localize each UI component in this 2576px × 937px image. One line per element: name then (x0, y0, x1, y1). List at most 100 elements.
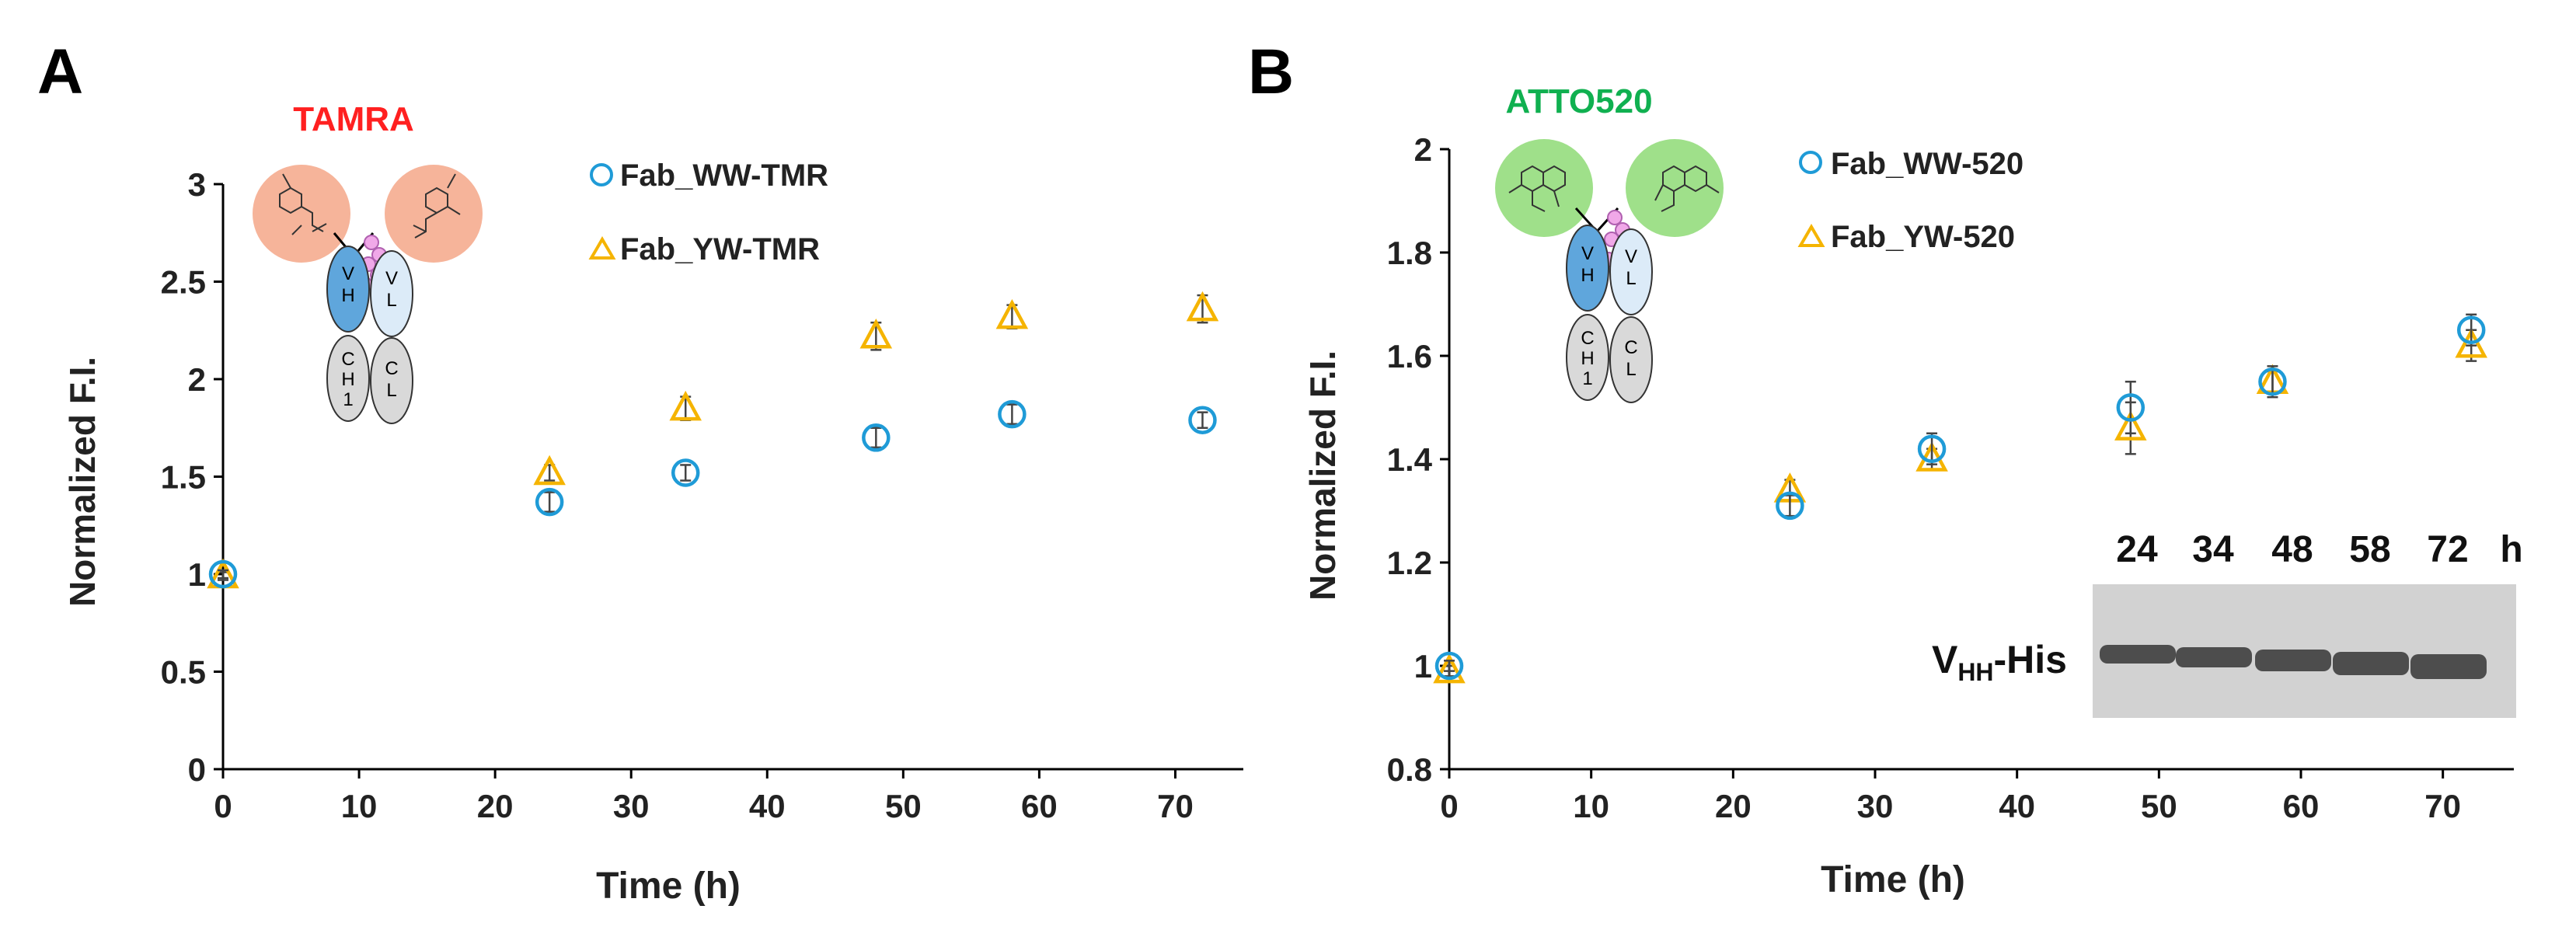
panel-b-y-tick-label: 1.4 (1387, 441, 1433, 478)
panel-a-x-tick-label: 30 (613, 788, 650, 824)
data-point-circle (2258, 367, 2287, 396)
vh-label-1: V (342, 263, 354, 284)
data-point-triangle (859, 319, 893, 349)
data-point-triangle (1433, 653, 1466, 684)
panel-b-label: B (1248, 37, 1294, 107)
data-point-triangle (1186, 291, 1219, 322)
vh-domain (1566, 225, 1609, 312)
ch1-domain (1566, 314, 1609, 401)
gel-band (2410, 654, 2487, 679)
gel-band-label: VHH-His (1932, 638, 2067, 686)
panel-a-y-tick-label: 1.5 (161, 459, 206, 496)
panel-b-legend: Fab_WW-520 Fab_YW-520 (1797, 147, 2024, 254)
panel-b-x-tick-label: 60 (2283, 788, 2320, 824)
panel-a-x-tick-label: 40 (749, 788, 786, 824)
data-point-circle (998, 399, 1027, 429)
gel-band (2255, 650, 2331, 671)
data-point-triangle (533, 455, 566, 486)
panel-a-y-tick-label: 0 (188, 751, 206, 788)
cl-label-2: L (1626, 359, 1636, 380)
panel-a-label: A (37, 37, 83, 107)
ch1-label-1: C (341, 349, 354, 370)
data-point-circle (2116, 393, 2146, 422)
cl-domain (1609, 316, 1653, 403)
data-point-triangle (2455, 327, 2487, 358)
vl-label-2: L (1626, 268, 1636, 289)
ch1-label-1: C (1581, 328, 1594, 349)
panel-b-x-tick-label: 0 (1440, 788, 1458, 824)
vh-domain (326, 246, 370, 333)
panel-b-y-tick-label: 1.2 (1387, 545, 1432, 581)
panel-a: A TAMRA (37, 37, 1243, 907)
panel-a-y-axis-title: Normalized F.I. (62, 357, 103, 607)
gel-lane-label: 24 (2116, 529, 2158, 570)
gel-band (2100, 645, 2176, 664)
dye-blob-right (1626, 139, 1724, 237)
panel-a-y-tick-label: 3 (188, 166, 206, 203)
data-point-circle (535, 487, 564, 517)
data-point-circle (2456, 315, 2486, 344)
panel-a-x-axis-title: Time (h) (596, 866, 741, 907)
panel-b: B ATTO520 (1248, 37, 2523, 900)
panel-b-y-tick-label: 0.8 (1387, 751, 1432, 788)
legend-entry-ww-520: Fab_WW-520 (1831, 147, 2024, 181)
data-point-circle (1917, 434, 1947, 463)
gel-inset: 24 34 48 58 72 h VHH-His (1932, 529, 2523, 718)
data-point-circle (1776, 491, 1804, 521)
dye-blob-left (253, 165, 350, 263)
panel-a-x-tick-label: 60 (1021, 788, 1058, 824)
panel-b-x-tick-label: 10 (1573, 788, 1609, 824)
vl-domain (370, 250, 413, 337)
panel-b-y-axis-title: Normalized F.I. (1302, 350, 1343, 601)
data-point-circle (862, 423, 891, 452)
data-point-triangle (2114, 410, 2147, 441)
panel-b-x-tick-label: 20 (1715, 788, 1752, 824)
panel-a-x-tick-label: 70 (1157, 788, 1194, 824)
dye-structure-left (1508, 165, 1566, 212)
data-point-circle (671, 458, 700, 487)
gel-unit-label: h (2500, 529, 2522, 570)
vl-label-1: V (1625, 246, 1637, 267)
vh-label-2: H (341, 285, 354, 306)
dye-structure-right (1654, 165, 1720, 212)
dye-structure-left (279, 173, 327, 235)
ch1-label-2: H (1581, 348, 1594, 369)
panel-a-x-tick-label: 0 (214, 788, 232, 824)
gel-lane-label: 72 (2427, 529, 2468, 570)
data-point-circle (208, 559, 238, 589)
panel-b-x-tick-label: 30 (1857, 788, 1894, 824)
panel-b-plot-area: 0.811.21.41.61.820 10 20 30 40 50 60 70 (1387, 131, 2514, 824)
panel-b-x-axis-title: Time (h) (1821, 859, 1965, 900)
legend-entry-ww-tmr: Fab_WW-TMR (620, 158, 828, 193)
panel-b-x-tick-label: 50 (2141, 788, 2177, 824)
panel-b-dye-label: ATTO520 (1505, 82, 1652, 120)
ch1-label-3: 1 (343, 389, 353, 410)
dye-structure-right (413, 173, 461, 239)
panel-b-x-tick-label: 40 (1999, 788, 2035, 824)
cl-label-1: C (385, 358, 398, 379)
legend-circle-marker (1799, 151, 1822, 174)
legend-triangle-marker (1797, 224, 1825, 247)
data-point-triangle (995, 298, 1029, 329)
panel-a-y-tick-label: 2.5 (161, 264, 206, 301)
data-point-triangle (669, 390, 702, 421)
panel-b-x-tick-label: 70 (2424, 788, 2461, 824)
data-point-circle (1434, 651, 1464, 681)
ch1-label-2: H (341, 369, 354, 390)
panel-a-x-tick-label: 50 (885, 788, 922, 824)
legend-circle-marker (590, 163, 613, 186)
vh-label-1: V (1581, 243, 1594, 264)
dye-blob-left (1495, 139, 1593, 237)
panel-a-y-tick-label: 0.5 (161, 654, 206, 691)
panel-a-antibody-schematic: V H V L C H 1 C L (253, 165, 483, 424)
vl-label-1: V (385, 268, 398, 289)
panel-b-y-tick-label: 1.8 (1387, 235, 1432, 271)
ch1-label-3: 1 (1582, 368, 1592, 389)
gel-lane-label: 48 (2271, 529, 2313, 570)
gel-lane-label: 34 (2192, 529, 2234, 570)
panel-a-legend: Fab_WW-TMR Fab_YW-TMR (588, 158, 828, 266)
gel-band (2176, 647, 2252, 667)
panel-a-x-tick-label: 20 (477, 788, 514, 824)
panel-b-y-tick-label: 1.6 (1387, 338, 1432, 374)
